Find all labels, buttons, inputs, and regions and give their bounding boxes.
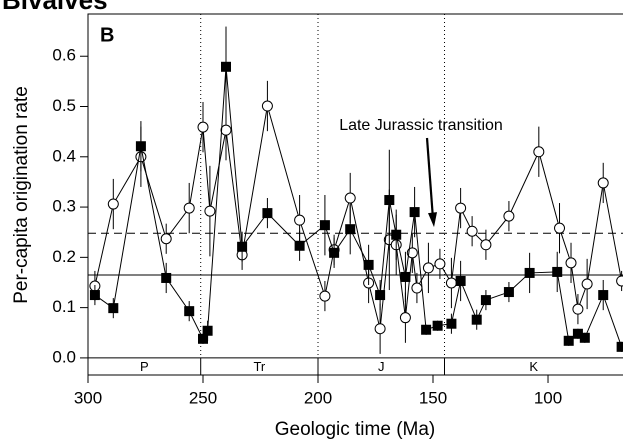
point <box>565 257 577 269</box>
point <box>466 225 478 237</box>
y-tick-label: 0.6 <box>52 46 76 65</box>
point <box>554 222 566 234</box>
point <box>184 306 195 317</box>
point <box>319 290 331 302</box>
point <box>400 271 411 282</box>
point <box>579 332 590 343</box>
y-tick-label: 0.1 <box>52 297 76 316</box>
x-tick-label: 300 <box>74 388 102 407</box>
x-tick-label: 150 <box>419 388 447 407</box>
point <box>480 295 491 306</box>
x-tick-label: 250 <box>189 388 217 407</box>
point <box>108 303 119 314</box>
point <box>503 210 515 222</box>
x-tick-label: 100 <box>534 388 562 407</box>
point <box>319 220 330 231</box>
point <box>616 275 623 287</box>
point <box>524 267 535 278</box>
point <box>345 224 356 235</box>
point <box>409 207 420 218</box>
point <box>198 333 209 344</box>
period-label: P <box>140 359 149 374</box>
point <box>160 233 172 245</box>
point <box>294 214 306 226</box>
point <box>445 277 457 289</box>
y-tick-label: 0.3 <box>52 197 76 216</box>
point <box>471 314 482 325</box>
point <box>446 318 457 329</box>
point <box>375 290 386 301</box>
point <box>220 124 232 136</box>
point <box>89 290 100 301</box>
point <box>572 328 583 339</box>
annotation-arrowhead <box>428 212 438 228</box>
series-line <box>94 66 623 348</box>
y-tick-label: 0.0 <box>52 347 76 366</box>
point <box>455 202 467 214</box>
point <box>434 258 446 270</box>
point <box>374 323 386 335</box>
y-tick-label: 0.5 <box>52 96 76 115</box>
point <box>107 198 119 210</box>
point <box>363 259 374 270</box>
x-tick-label: 200 <box>304 388 332 407</box>
point <box>202 325 213 336</box>
chart-title: Bivalves <box>2 0 108 15</box>
x-axis-label: Geologic time (Ma) <box>275 419 436 440</box>
point <box>221 61 232 72</box>
point <box>563 335 574 346</box>
point <box>344 192 356 204</box>
annotation-arrow <box>425 137 435 220</box>
point <box>204 205 216 217</box>
y-tick-label: 0.4 <box>52 146 76 165</box>
point <box>455 275 466 286</box>
point <box>391 229 402 240</box>
point <box>161 272 172 283</box>
point <box>411 282 423 294</box>
point <box>552 266 563 277</box>
plot-frame <box>87 13 623 376</box>
plot-area: P Tr J K <box>88 14 623 375</box>
point <box>503 287 514 298</box>
point <box>421 324 432 335</box>
point <box>597 177 609 189</box>
point <box>533 146 545 158</box>
point <box>183 202 195 214</box>
point <box>406 247 418 259</box>
period-label: K <box>529 359 538 374</box>
point <box>480 239 492 251</box>
point <box>262 208 273 219</box>
panel-label: B <box>100 24 114 46</box>
point <box>135 141 146 152</box>
point <box>329 247 340 258</box>
point <box>237 241 248 252</box>
point <box>598 290 609 301</box>
point <box>581 278 593 290</box>
point <box>261 100 273 112</box>
point <box>616 341 623 352</box>
point <box>572 303 584 315</box>
point <box>294 240 305 251</box>
series-line <box>94 105 623 329</box>
point <box>384 195 395 206</box>
point <box>432 320 443 331</box>
point <box>197 121 209 133</box>
period-label: Tr <box>253 359 265 374</box>
y-tick-label: 0.2 <box>52 247 76 266</box>
y-axis-label: Per-capita origination rate <box>11 86 32 304</box>
point <box>399 312 411 324</box>
period-label: J <box>378 359 385 374</box>
point <box>422 262 434 274</box>
annotation: Late Jurassic transition <box>339 117 503 134</box>
